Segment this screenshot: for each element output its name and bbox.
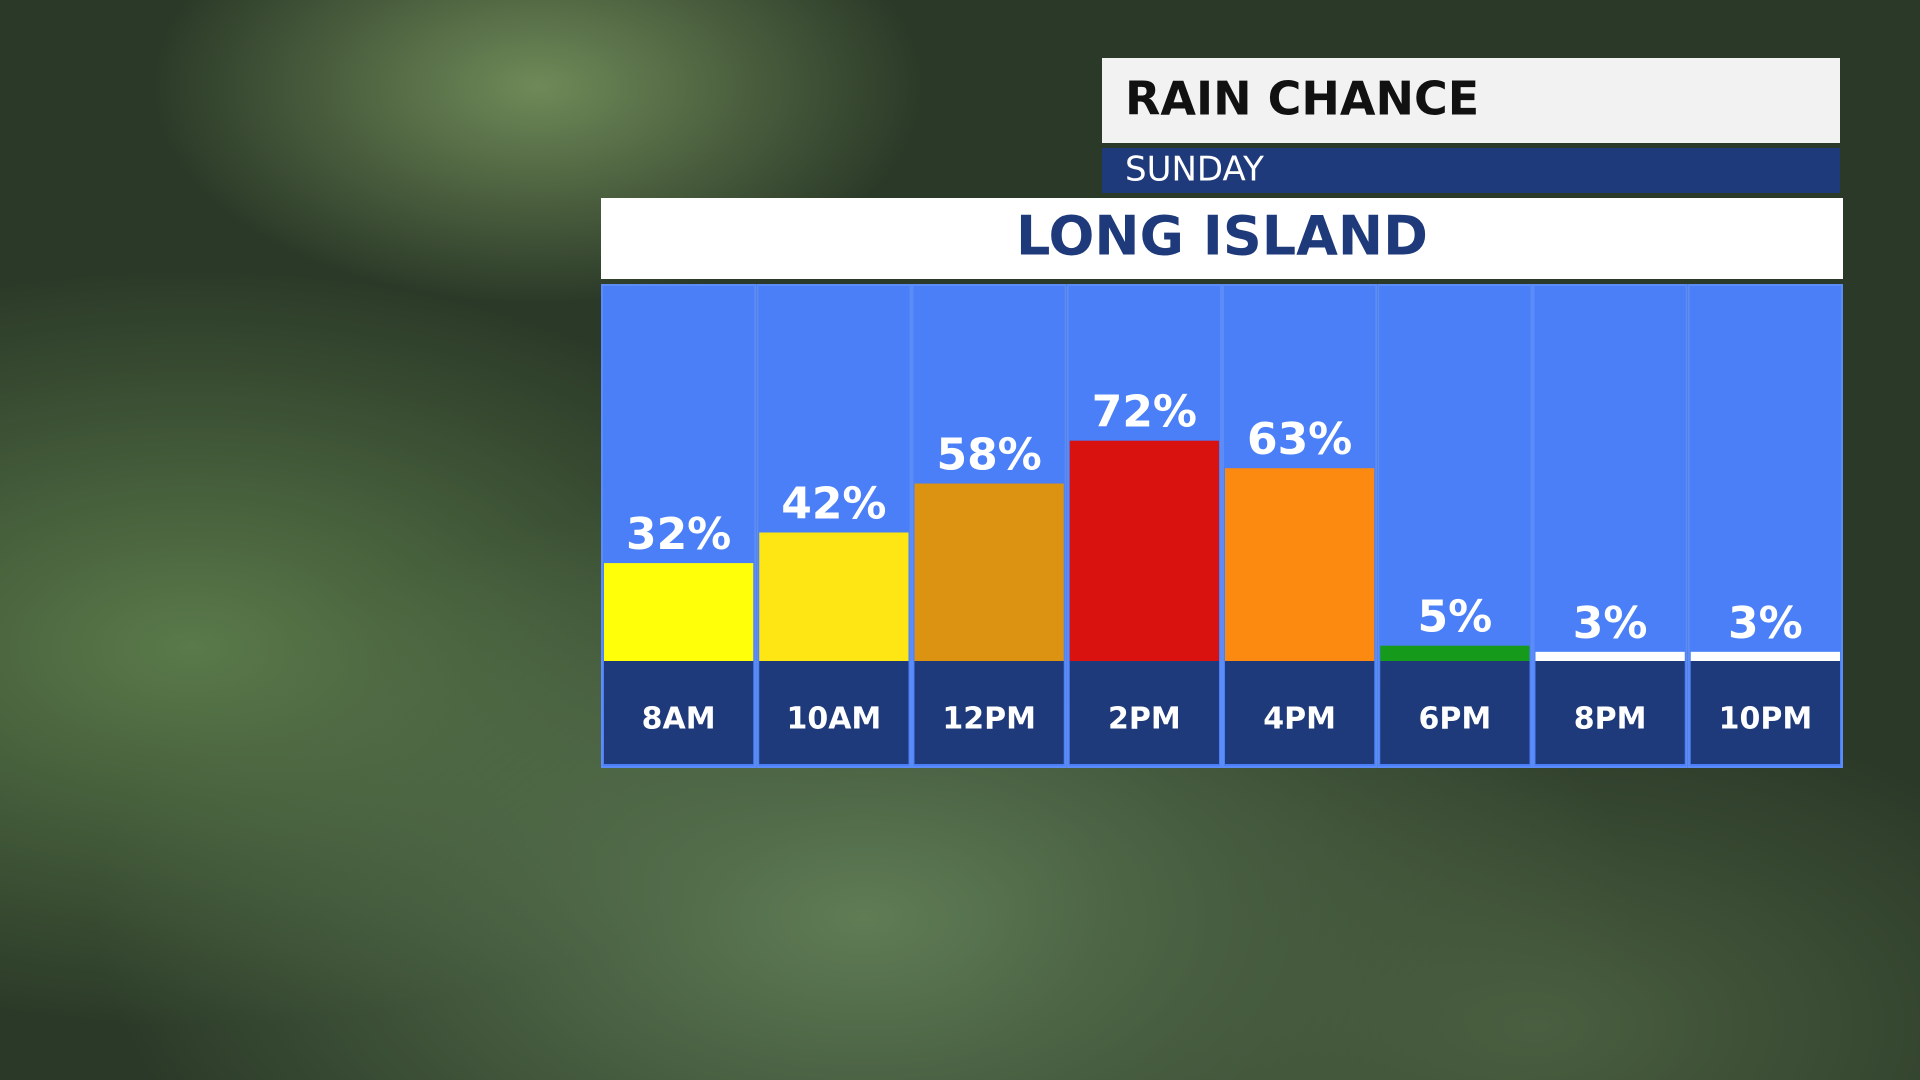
location: LONG ISLAND	[1016, 205, 1428, 268]
value-label: 32%	[626, 509, 731, 560]
label-cell	[1225, 661, 1375, 764]
label-cell	[914, 661, 1064, 764]
subtitle: SUNDAY	[1125, 150, 1264, 190]
x-tick-label: 2PM	[1108, 702, 1181, 737]
value-label: 58%	[936, 430, 1041, 481]
x-tick-label: 10AM	[786, 702, 881, 737]
x-tick-label: 12PM	[942, 702, 1036, 737]
value-label: 3%	[1728, 598, 1803, 649]
label-cell	[759, 661, 909, 764]
x-tick-label: 8PM	[1574, 702, 1647, 737]
bar	[1380, 645, 1530, 661]
chart-title: RAIN CHANCE	[1125, 72, 1479, 126]
value-label: 3%	[1573, 598, 1648, 649]
location-box	[601, 198, 1843, 279]
x-tick-label: 8AM	[642, 702, 716, 737]
label-cell	[1535, 661, 1685, 764]
bar	[1225, 468, 1375, 661]
title-box	[1102, 58, 1840, 143]
subtitle-box	[1102, 148, 1840, 193]
bar	[604, 563, 754, 661]
bar	[1069, 440, 1219, 661]
value-label: 42%	[781, 478, 886, 529]
label-cell	[604, 661, 754, 764]
bar	[914, 483, 1064, 661]
label-cell	[1690, 661, 1840, 764]
value-label: 63%	[1247, 414, 1352, 465]
label-cell	[1380, 661, 1530, 764]
value-label: 72%	[1092, 387, 1197, 438]
x-tick-label: 4PM	[1263, 702, 1336, 737]
bar	[1535, 651, 1685, 661]
x-tick-label: 10PM	[1719, 702, 1813, 737]
value-label: 5%	[1418, 592, 1493, 643]
bar	[759, 532, 909, 661]
x-tick-label: 6PM	[1419, 702, 1492, 737]
bar	[1690, 651, 1840, 661]
label-cell	[1069, 661, 1219, 764]
